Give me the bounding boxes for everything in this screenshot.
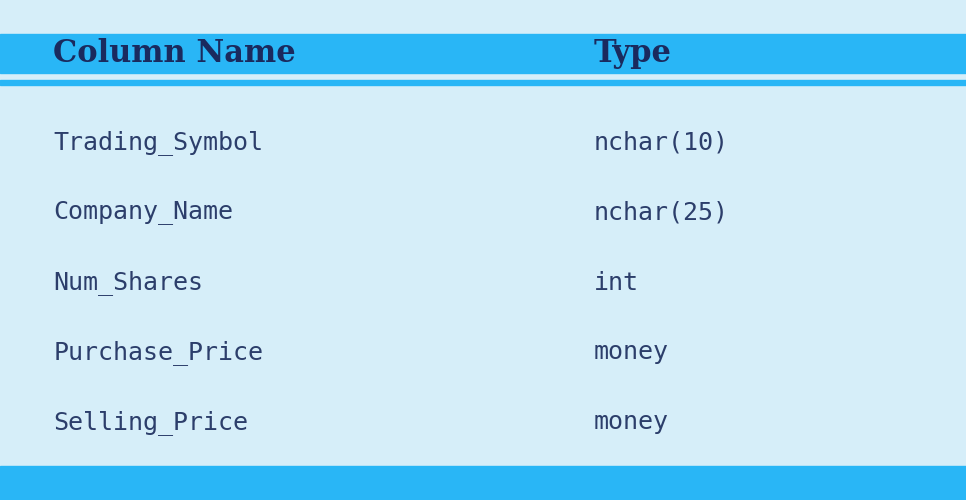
Text: nchar(25): nchar(25) xyxy=(594,200,729,224)
Text: Selling_Price: Selling_Price xyxy=(53,410,248,435)
Text: nchar(10): nchar(10) xyxy=(594,130,729,154)
Text: Type: Type xyxy=(594,38,672,69)
Text: Trading_Symbol: Trading_Symbol xyxy=(53,130,263,155)
Text: Num_Shares: Num_Shares xyxy=(53,270,203,295)
Text: money: money xyxy=(594,410,669,434)
Text: money: money xyxy=(594,340,669,364)
Bar xyxy=(0,80,966,85)
Text: int: int xyxy=(594,270,639,294)
Text: Purchase_Price: Purchase_Price xyxy=(53,340,263,365)
Text: Column Name: Column Name xyxy=(53,38,296,69)
Bar xyxy=(0,34,966,72)
Text: Company_Name: Company_Name xyxy=(53,200,233,224)
Bar xyxy=(0,466,966,500)
